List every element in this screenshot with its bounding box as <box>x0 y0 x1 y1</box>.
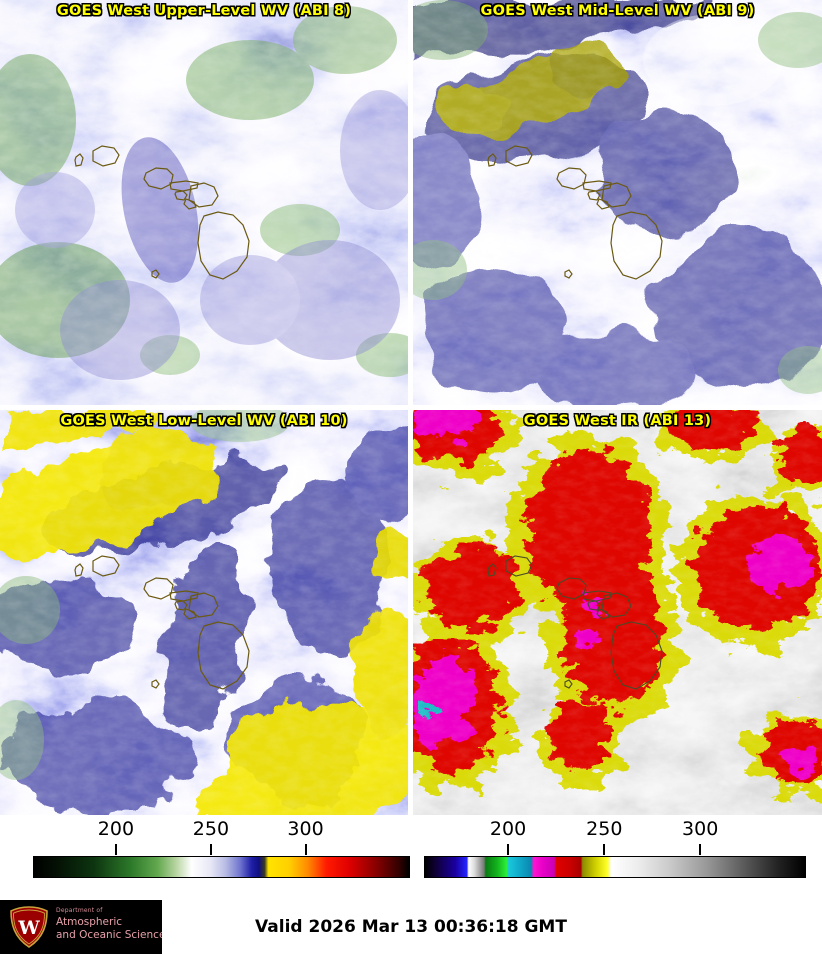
panel-upper-level-wv[interactable]: GOES West Upper-Level WV (ABI 8) <box>0 0 408 405</box>
colorbar-ir-tick-mark <box>603 844 606 855</box>
svg-text:W: W <box>17 917 40 939</box>
colorbar-ir-tick-mark <box>699 844 702 855</box>
colorbar-wv-ticks <box>33 844 410 856</box>
colorbar-wv-bar <box>33 856 410 878</box>
colorbar-zone: 200 250 300 200 250 300 <box>0 818 822 900</box>
colorbar-ir-tick-mark <box>507 844 510 855</box>
panel-mid-level-wv[interactable]: GOES West Mid-Level WV (ABI 9) <box>413 0 822 405</box>
upper-level-wv-image <box>0 0 408 405</box>
colorbar-ir-tick-label: 250 <box>586 818 623 840</box>
colorbar-wv-tick-mark <box>304 844 307 855</box>
logo-line-1: Atmospheric <box>56 916 123 928</box>
low-level-wv-image <box>0 410 408 815</box>
colorbar-wv: 200 250 300 <box>33 818 410 878</box>
colorbar-ir-ticks <box>424 844 806 856</box>
colorbar-wv-tick-mark <box>209 844 212 855</box>
colorbar-ir-gradient <box>425 857 805 877</box>
colorbar-wv-tick-mark <box>114 844 117 855</box>
colorbar-ir-tick-label: 200 <box>489 818 527 840</box>
panel-ir[interactable]: GOES West IR (ABI 13) <box>413 410 822 815</box>
colorbar-wv-tick-label: 300 <box>287 818 324 840</box>
ir-image <box>413 410 822 815</box>
colorbar-wv-tick-label: 200 <box>97 818 135 840</box>
logo-dept-line: Department of <box>56 907 103 914</box>
coastline-overlay <box>74 145 250 280</box>
colorbar-ir: 200 250 300 <box>424 818 806 878</box>
coastline-overlay <box>74 555 250 690</box>
colorbar-ir-labels: 200 250 300 <box>424 818 806 844</box>
uw-aos-logo[interactable]: W Department of Atmospheric and Oceanic … <box>0 900 162 954</box>
footer: W Department of Atmospheric and Oceanic … <box>0 900 822 954</box>
logo-wordmark: Department of Atmospheric and Oceanic Sc… <box>56 907 162 941</box>
coastline-overlay <box>487 145 663 280</box>
logo-line-2: and Oceanic Sciences <box>56 928 162 941</box>
mid-level-wv-image <box>413 0 822 405</box>
uw-crest-icon: W <box>10 906 48 948</box>
panel-low-level-wv[interactable]: GOES West Low-Level WV (ABI 10) <box>0 410 408 815</box>
coastline-overlay <box>487 555 663 690</box>
colorbar-ir-tick-label: 300 <box>682 818 719 840</box>
colorbar-ir-bar <box>424 856 806 878</box>
colorbar-wv-labels: 200 250 300 <box>33 818 410 844</box>
colorbar-wv-tick-label: 250 <box>192 818 230 840</box>
panel-grid: GOES West Upper-Level WV (ABI 8) <box>0 0 822 815</box>
colorbar-wv-gradient <box>34 857 409 877</box>
